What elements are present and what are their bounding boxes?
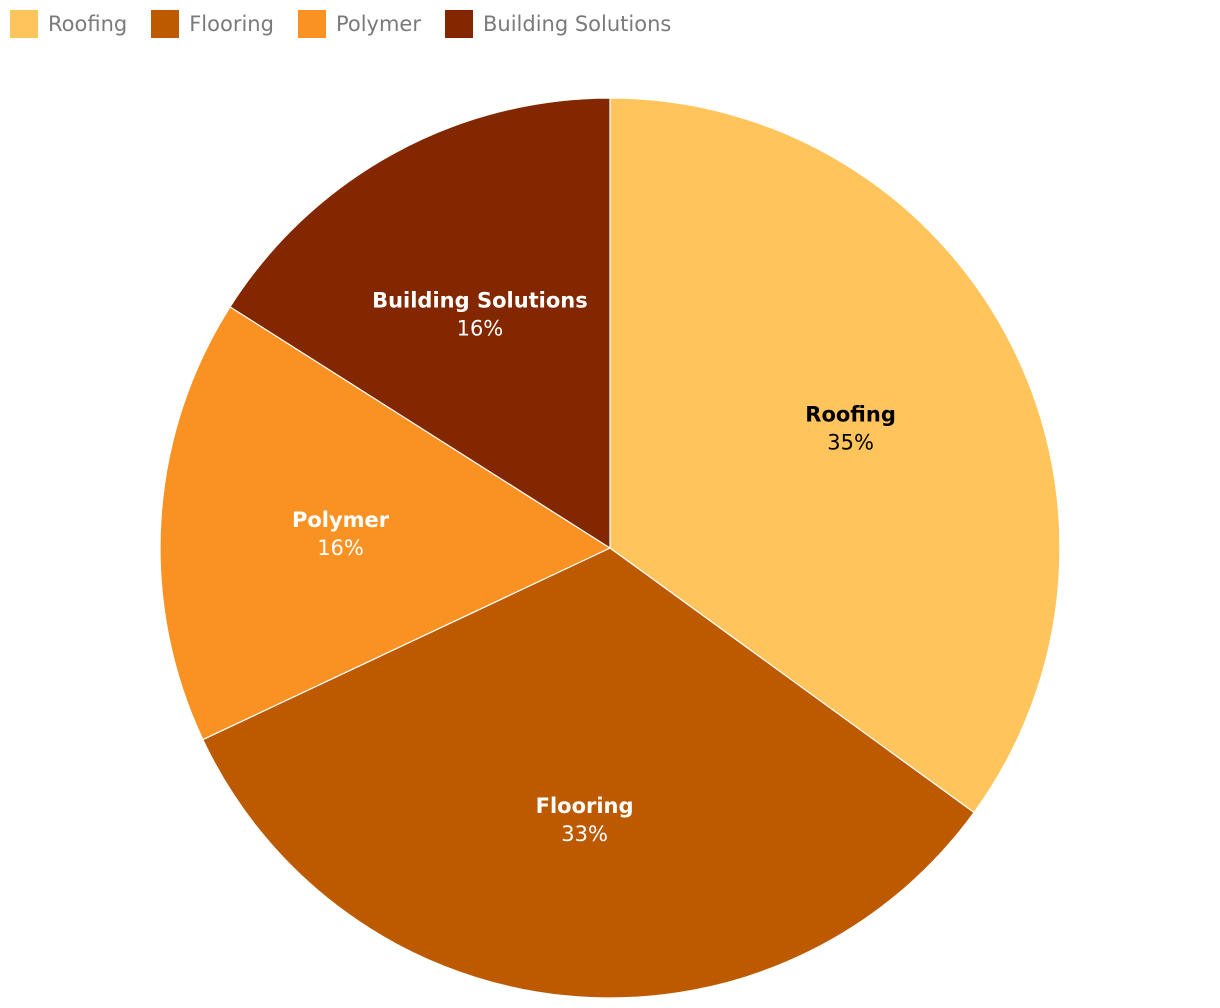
- slice-percent-label: 33%: [561, 822, 608, 846]
- legend-item[interactable]: Roofing: [10, 10, 127, 38]
- legend-item[interactable]: Flooring: [151, 10, 274, 38]
- slice-label: Flooring: [536, 794, 634, 818]
- chart-legend: Roofing Flooring Polymer Building Solutions: [10, 9, 695, 39]
- legend-item[interactable]: Polymer: [297, 10, 421, 38]
- legend-item[interactable]: Building Solutions: [444, 10, 672, 38]
- pie-slice-roofing[interactable]: [609, 97, 1061, 814]
- slice-label: Roofing: [805, 402, 896, 426]
- legend-label: Flooring: [189, 12, 274, 36]
- legend-swatch: [151, 10, 180, 38]
- legend-swatch: [444, 10, 473, 38]
- slice-percent-label: 16%: [457, 316, 504, 340]
- slice-label: Building Solutions: [372, 288, 588, 312]
- slice-percent-label: 35%: [827, 430, 874, 454]
- legend-label: Roofing: [48, 12, 128, 36]
- legend-swatch: [10, 10, 38, 38]
- legend-swatch: [297, 10, 326, 38]
- legend-label: Polymer: [335, 12, 421, 36]
- slice-label: Polymer: [292, 508, 390, 532]
- pie-slice-polymer[interactable]: [159, 306, 612, 741]
- slice-percent-label: 16%: [317, 536, 364, 560]
- pie-slice-building-solutions[interactable]: [229, 97, 611, 550]
- pie-slice-flooring[interactable]: [202, 547, 975, 999]
- legend-label: Building Solutions: [482, 12, 672, 36]
